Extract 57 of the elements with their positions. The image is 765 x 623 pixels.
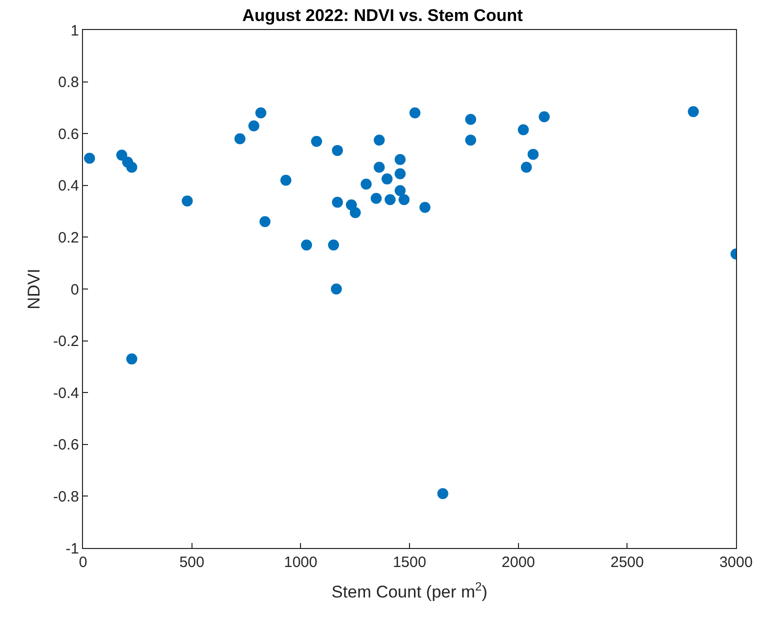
y-tick-label: -0.8 bbox=[53, 488, 79, 506]
x-tick-label: 2500 bbox=[610, 554, 644, 571]
y-tick-label: -0.4 bbox=[53, 384, 79, 402]
point bbox=[374, 134, 385, 146]
y-tick-label: 0 bbox=[70, 281, 79, 298]
point bbox=[248, 120, 260, 132]
point bbox=[84, 152, 96, 164]
point bbox=[370, 192, 382, 204]
point bbox=[332, 196, 343, 208]
point bbox=[255, 107, 266, 118]
chart-title: August 2022: NDVI vs. Stem Count bbox=[242, 6, 524, 26]
y-axis-title: NDVI bbox=[24, 268, 44, 310]
point bbox=[126, 162, 138, 173]
point bbox=[332, 144, 343, 156]
point bbox=[382, 173, 393, 184]
point bbox=[116, 150, 128, 161]
y-tick-label: 0.8 bbox=[58, 74, 79, 92]
y-tick-label: 0.6 bbox=[58, 126, 79, 143]
x-tick-label: 3000 bbox=[719, 554, 753, 571]
point bbox=[182, 195, 193, 206]
y-tick-label: 0.4 bbox=[58, 178, 79, 195]
point bbox=[394, 185, 406, 196]
x-tick-label: 1000 bbox=[284, 554, 318, 571]
point bbox=[465, 134, 476, 146]
point bbox=[360, 178, 372, 190]
y-tick-label: -0.2 bbox=[53, 333, 79, 350]
y-tick-label: 0.2 bbox=[58, 229, 79, 246]
point bbox=[465, 114, 476, 125]
point bbox=[394, 154, 406, 165]
point bbox=[328, 239, 340, 250]
point bbox=[518, 124, 529, 136]
point bbox=[688, 106, 699, 118]
point bbox=[419, 202, 430, 213]
x-axis-title: Stem Count (per m$^{2}$) bbox=[332, 579, 488, 602]
y-tick-label: -0.6 bbox=[53, 436, 79, 454]
point bbox=[280, 174, 292, 186]
y-tick-label: 1 bbox=[70, 22, 79, 40]
point bbox=[374, 162, 385, 173]
point bbox=[409, 107, 420, 118]
point bbox=[311, 136, 322, 147]
point bbox=[538, 111, 550, 122]
point bbox=[234, 133, 246, 144]
point bbox=[528, 148, 539, 160]
point bbox=[259, 216, 270, 228]
point bbox=[520, 162, 532, 173]
point bbox=[301, 239, 312, 250]
point bbox=[126, 353, 138, 364]
point bbox=[437, 488, 448, 500]
x-tick-label: 1500 bbox=[392, 554, 426, 571]
point bbox=[398, 194, 410, 206]
point bbox=[394, 168, 406, 180]
x-tick-label: 2000 bbox=[502, 554, 536, 571]
point bbox=[330, 284, 342, 294]
y-tick-label: -1 bbox=[66, 540, 79, 558]
point bbox=[384, 194, 396, 206]
x-tick-label: 500 bbox=[179, 554, 204, 571]
point bbox=[350, 207, 361, 218]
